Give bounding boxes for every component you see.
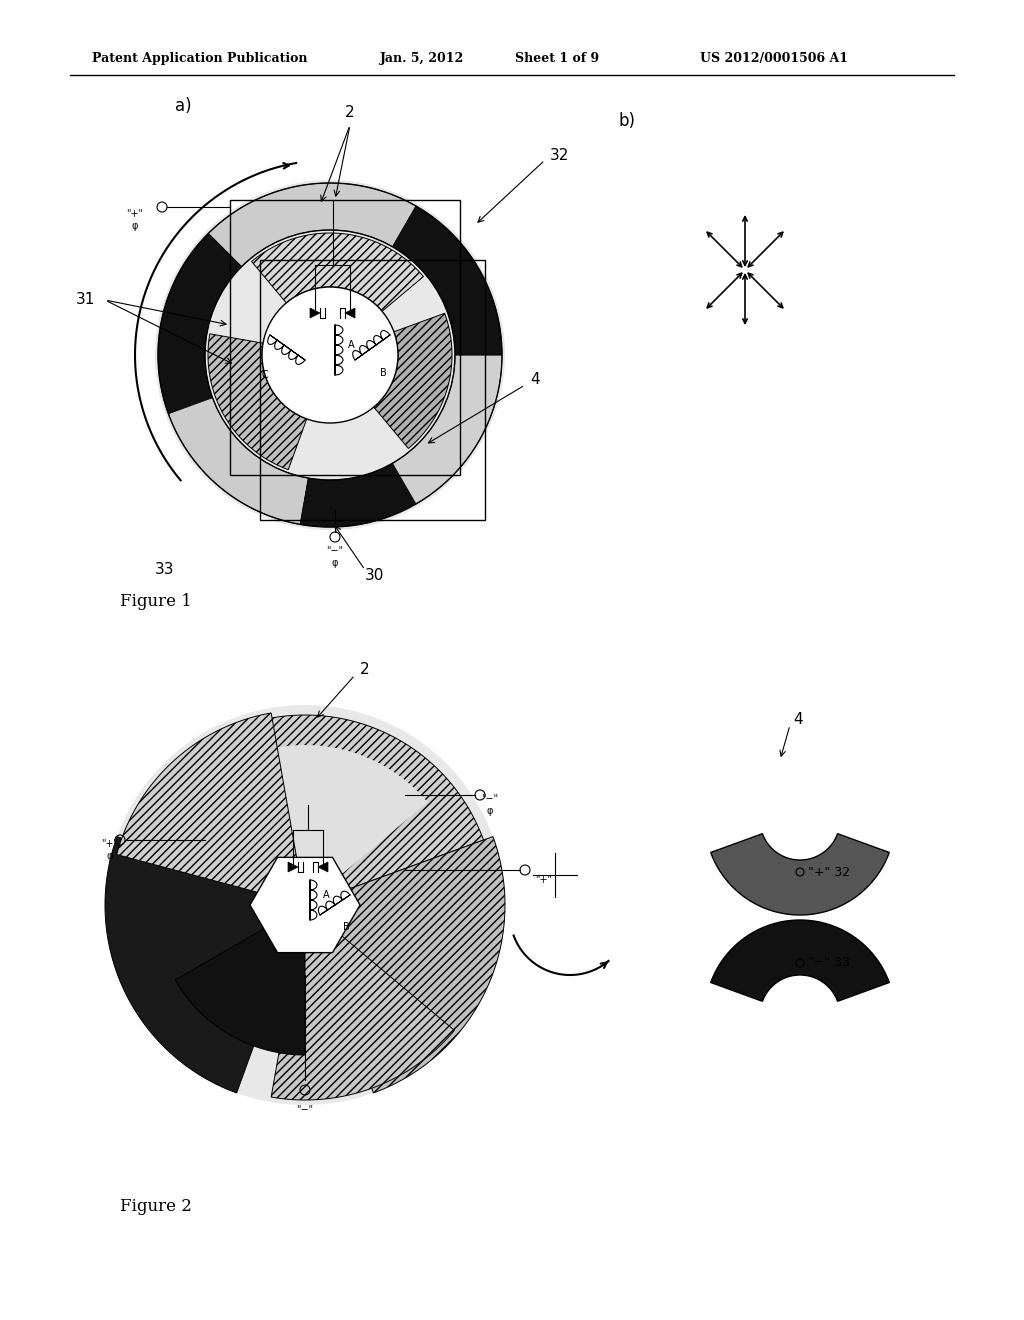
Polygon shape bbox=[105, 837, 295, 1093]
Circle shape bbox=[105, 705, 505, 1105]
Bar bbox=[260, 260, 485, 520]
Text: Sheet 1 of 9: Sheet 1 of 9 bbox=[515, 51, 599, 65]
Polygon shape bbox=[392, 206, 502, 355]
Text: "−"
φ: "−" φ bbox=[481, 795, 499, 816]
Text: "+" 32: "+" 32 bbox=[808, 866, 850, 879]
Polygon shape bbox=[271, 924, 455, 1100]
Polygon shape bbox=[318, 862, 328, 873]
Text: 4: 4 bbox=[793, 713, 803, 727]
Text: "+"
φ: "+" φ bbox=[101, 840, 119, 861]
Polygon shape bbox=[392, 355, 502, 504]
Polygon shape bbox=[117, 713, 300, 898]
Text: 32: 32 bbox=[550, 148, 569, 162]
Text: Patent Application Publication: Patent Application Publication bbox=[92, 51, 307, 65]
Text: C: C bbox=[262, 370, 268, 380]
Text: Jan. 5, 2012: Jan. 5, 2012 bbox=[380, 51, 464, 65]
Polygon shape bbox=[345, 308, 355, 318]
Polygon shape bbox=[288, 862, 298, 873]
Text: "+": "+" bbox=[535, 875, 552, 884]
Text: 2: 2 bbox=[360, 663, 370, 677]
Text: 4: 4 bbox=[530, 372, 540, 388]
Polygon shape bbox=[175, 920, 305, 1055]
Text: B: B bbox=[380, 368, 387, 378]
Text: B: B bbox=[343, 921, 350, 932]
Text: US 2012/0001506 A1: US 2012/0001506 A1 bbox=[700, 51, 848, 65]
Bar bbox=[230, 201, 460, 475]
Polygon shape bbox=[374, 313, 452, 449]
Polygon shape bbox=[252, 234, 424, 312]
Polygon shape bbox=[711, 920, 889, 1002]
Text: A: A bbox=[323, 890, 330, 900]
Polygon shape bbox=[250, 858, 360, 953]
Polygon shape bbox=[208, 183, 416, 267]
Circle shape bbox=[155, 180, 505, 531]
Text: "−": "−" bbox=[296, 1105, 313, 1115]
Polygon shape bbox=[711, 834, 889, 915]
Circle shape bbox=[262, 286, 398, 422]
Text: "−" 33: "−" 33 bbox=[808, 957, 850, 969]
Polygon shape bbox=[158, 234, 242, 414]
Polygon shape bbox=[310, 308, 319, 318]
Text: "−"
φ: "−" φ bbox=[327, 546, 344, 568]
Polygon shape bbox=[315, 837, 505, 1093]
Text: 2: 2 bbox=[345, 106, 354, 120]
Text: a): a) bbox=[175, 96, 191, 115]
Polygon shape bbox=[168, 397, 308, 524]
Text: A: A bbox=[348, 341, 354, 350]
Polygon shape bbox=[300, 463, 416, 527]
Text: "+"
φ: "+" φ bbox=[127, 209, 143, 231]
Text: 33: 33 bbox=[155, 562, 174, 578]
Text: Figure 2: Figure 2 bbox=[120, 1199, 191, 1214]
Text: b): b) bbox=[618, 112, 635, 129]
Polygon shape bbox=[238, 744, 428, 886]
Text: Figure 1: Figure 1 bbox=[120, 593, 191, 610]
Text: 31: 31 bbox=[76, 293, 95, 308]
Text: 30: 30 bbox=[365, 568, 384, 582]
Polygon shape bbox=[208, 334, 307, 470]
Polygon shape bbox=[183, 715, 483, 895]
